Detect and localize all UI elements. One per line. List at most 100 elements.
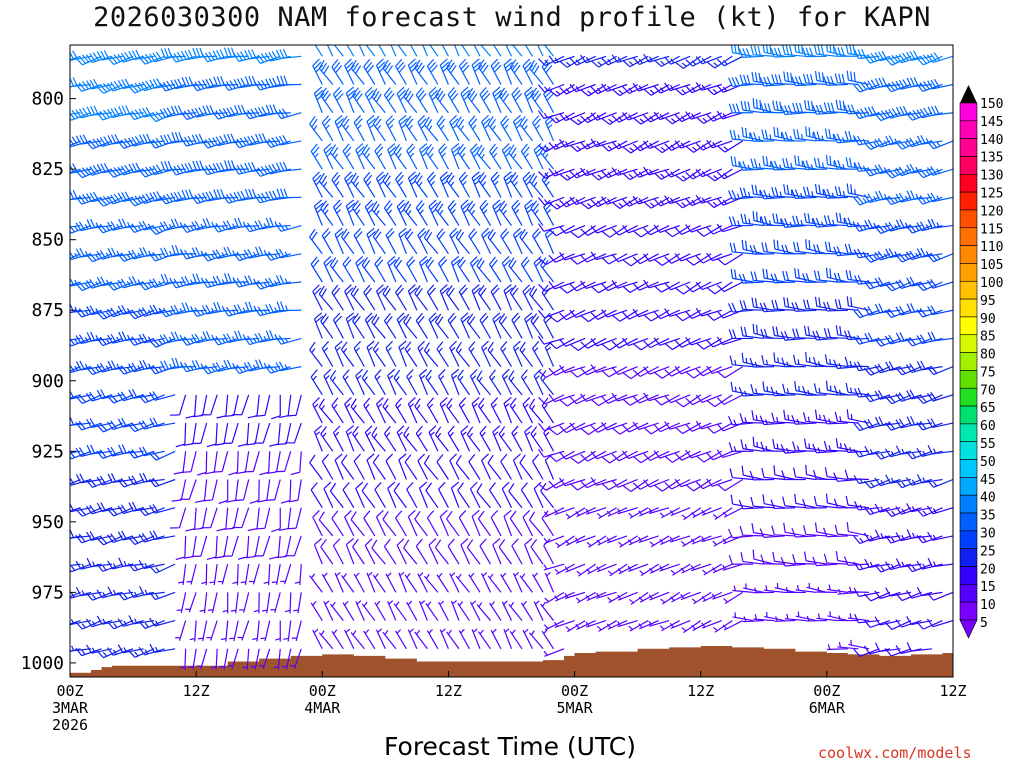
wind-barb (333, 45, 344, 57)
wind-barb (520, 600, 534, 621)
wind-barb (310, 256, 323, 283)
wind-barb (447, 312, 460, 339)
wind-barb (575, 507, 596, 518)
wind-barb (664, 337, 691, 351)
wind-barb (590, 450, 617, 460)
wind-barb (85, 591, 113, 601)
wind-barb (751, 523, 775, 537)
wind-barb (176, 592, 187, 614)
wind-barb (580, 280, 607, 290)
wind-barb (447, 87, 460, 114)
wind-barb (185, 592, 197, 613)
wind-barb (438, 369, 449, 396)
wind-barb (653, 281, 680, 293)
wind-barb (222, 592, 229, 614)
wind-barb (366, 340, 376, 367)
wind-barb (128, 195, 155, 207)
wind-barb (426, 397, 439, 424)
wind-barb (606, 620, 628, 630)
wind-barb (393, 482, 407, 509)
wind-barb (149, 450, 176, 461)
wind-barb (685, 83, 712, 94)
wind-barb (760, 554, 785, 565)
wind-barb (565, 507, 586, 520)
wind-barb (653, 83, 680, 94)
wind-barb (649, 535, 670, 548)
wind-barb (191, 535, 208, 558)
wind-barb (792, 554, 817, 565)
wind-barb (253, 422, 271, 444)
colorbar-label: 45 (980, 473, 996, 488)
wind-barb (632, 308, 659, 318)
wind-barb (761, 129, 785, 142)
wind-barb (559, 168, 586, 181)
wind-barb (559, 309, 586, 321)
wind-barb (323, 600, 334, 621)
wind-barb (833, 272, 859, 283)
wind-barb (364, 86, 376, 113)
colorbar-label: 130 (980, 169, 1003, 184)
wind-barb (479, 425, 491, 452)
wind-barb (554, 591, 575, 602)
wind-barb (863, 591, 891, 602)
wind-barb (286, 394, 302, 417)
wind-barb (479, 538, 491, 565)
y-tick-label: 925 (31, 441, 64, 462)
wind-barb (460, 425, 471, 452)
wind-barb (685, 55, 712, 67)
credit-link[interactable]: coolwx.com/models (818, 744, 972, 762)
wind-barb (701, 507, 722, 516)
colorbar-cell (959, 334, 978, 353)
wind-barb (247, 507, 260, 532)
wind-barb (685, 394, 712, 406)
wind-barb (461, 45, 470, 57)
wind-barb (632, 478, 659, 490)
wind-barb (812, 443, 838, 454)
wind-barb (446, 629, 460, 650)
wind-barb (538, 253, 565, 266)
wind-barb (288, 479, 302, 503)
wind-barb (511, 312, 523, 339)
wind-barb (927, 192, 953, 203)
wind-barb (261, 592, 271, 614)
x-tick-label: 12Z (939, 682, 966, 700)
wind-barb (520, 256, 534, 283)
wind-barb (854, 387, 880, 398)
wind-barb (638, 535, 659, 543)
wind-barb (884, 421, 912, 431)
wind-barb (554, 563, 575, 575)
wind-barb (706, 196, 733, 209)
wind-barb (601, 281, 628, 292)
wind-barb (905, 563, 933, 573)
wind-barb (426, 171, 439, 198)
wind-barb (716, 168, 744, 180)
wind-barb (75, 54, 102, 66)
wind-barb (407, 284, 418, 311)
wind-barb (345, 538, 355, 565)
wind-barb (674, 337, 701, 348)
wind-barb (691, 620, 712, 631)
wind-barb (509, 629, 523, 650)
wind-barb (648, 507, 670, 515)
wind-barb (460, 86, 472, 113)
wind-barb (340, 341, 355, 367)
wind-barb (149, 191, 176, 202)
wind-barb (275, 335, 302, 345)
wind-barb (361, 601, 376, 621)
wind-barb (695, 394, 722, 403)
wind-barb (275, 161, 302, 172)
wind-barb (436, 341, 449, 367)
wind-barb (706, 450, 733, 461)
wind-barb (622, 83, 649, 94)
wind-barb (529, 285, 544, 311)
wind-barb (548, 225, 575, 237)
x-tick-label: 12Z (687, 682, 714, 700)
wind-barb (770, 386, 796, 397)
wind-barb (706, 422, 733, 434)
wind-barb (183, 535, 197, 559)
wind-barb (179, 479, 197, 500)
wind-barb (492, 45, 502, 57)
wind-barb (509, 284, 523, 311)
wind-barb (706, 337, 733, 348)
wind-barb (695, 281, 722, 291)
